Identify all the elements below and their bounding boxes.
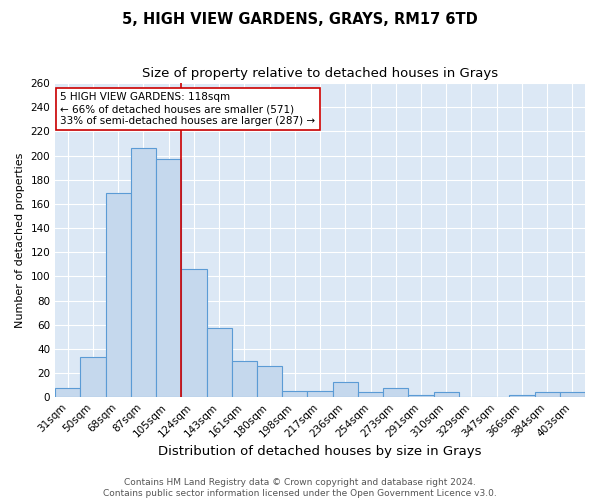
Bar xyxy=(206,328,232,397)
Text: Contains HM Land Registry data © Crown copyright and database right 2024.
Contai: Contains HM Land Registry data © Crown c… xyxy=(103,478,497,498)
Bar xyxy=(156,159,181,397)
Bar xyxy=(332,382,358,397)
Bar xyxy=(55,388,80,397)
Bar xyxy=(509,395,535,397)
Text: 5, HIGH VIEW GARDENS, GRAYS, RM17 6TD: 5, HIGH VIEW GARDENS, GRAYS, RM17 6TD xyxy=(122,12,478,28)
Bar xyxy=(535,392,560,397)
Bar xyxy=(409,395,434,397)
Bar xyxy=(80,358,106,397)
Bar xyxy=(560,392,585,397)
Bar xyxy=(106,193,131,397)
X-axis label: Distribution of detached houses by size in Grays: Distribution of detached houses by size … xyxy=(158,444,482,458)
Bar xyxy=(131,148,156,397)
Text: 5 HIGH VIEW GARDENS: 118sqm
← 66% of detached houses are smaller (571)
33% of se: 5 HIGH VIEW GARDENS: 118sqm ← 66% of det… xyxy=(61,92,316,126)
Bar xyxy=(307,391,332,397)
Bar xyxy=(232,361,257,397)
Bar xyxy=(257,366,282,397)
Bar xyxy=(181,269,206,397)
Bar xyxy=(434,392,459,397)
Y-axis label: Number of detached properties: Number of detached properties xyxy=(15,152,25,328)
Bar xyxy=(383,388,409,397)
Title: Size of property relative to detached houses in Grays: Size of property relative to detached ho… xyxy=(142,68,498,80)
Bar xyxy=(358,392,383,397)
Bar xyxy=(282,391,307,397)
